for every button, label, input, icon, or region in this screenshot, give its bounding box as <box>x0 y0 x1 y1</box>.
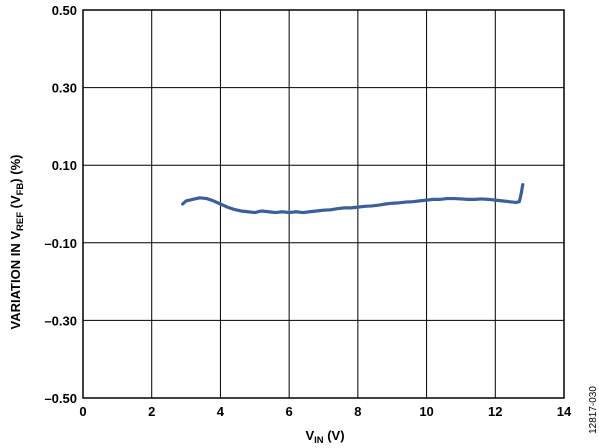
x-axis-title: VIN (V) <box>305 428 344 446</box>
y-tick-label: –0.50 <box>44 391 77 406</box>
y-tick-label: –0.30 <box>44 313 77 328</box>
series-line-vref-variation <box>181 183 525 215</box>
y-tick-label: –0.10 <box>44 236 77 251</box>
x-tick-label: 0 <box>79 404 86 419</box>
x-tick-label: 12 <box>488 404 502 419</box>
tick-labels: 0 2 4 6 8 10 12 14 0.50 0.30 0.10 –0.10 –0.30 –0.50 <box>44 3 572 419</box>
x-tick-label: 10 <box>419 404 433 419</box>
x-tick-label: 8 <box>354 404 361 419</box>
y-axis-title: VARIATION IN VREF (VFB) (%) <box>8 155 26 330</box>
y-tick-label: 0.50 <box>52 3 77 18</box>
x-tick-label: 14 <box>557 404 572 419</box>
plot-frame <box>82 9 565 399</box>
x-tick-label: 6 <box>286 404 293 419</box>
x-tick-label: 4 <box>217 404 225 419</box>
y-tick-label: 0.10 <box>52 158 77 173</box>
figure-id: 12817-030 <box>588 386 599 434</box>
x-tick-label: 2 <box>148 404 155 419</box>
y-tick-label: 0.30 <box>52 81 77 96</box>
grid-layer <box>82 9 565 399</box>
